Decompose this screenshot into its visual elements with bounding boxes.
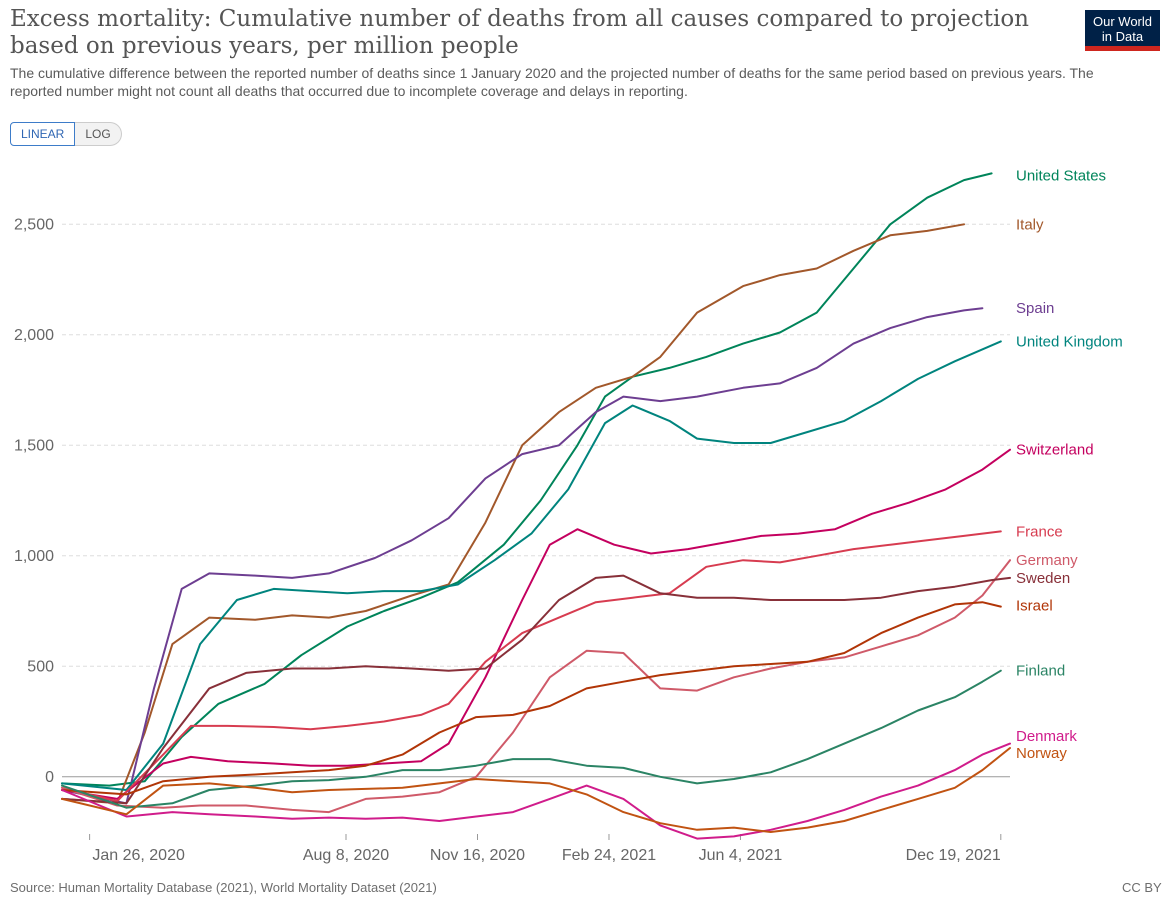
- series-line-spain[interactable]: [61, 307, 984, 805]
- series-label-finland[interactable]: Finland: [1016, 663, 1065, 680]
- license-note[interactable]: CC BY: [1122, 880, 1162, 895]
- series-label-switzerland[interactable]: Switzerland: [1016, 442, 1094, 459]
- owid-logo[interactable]: Our World in Data: [1085, 10, 1160, 51]
- series-label-israel[interactable]: Israel: [1016, 597, 1053, 614]
- x-tick-label: Jan 26, 2020: [92, 847, 185, 864]
- scale-toggle: LINEAR LOG: [10, 122, 122, 146]
- series-label-france[interactable]: France: [1016, 523, 1063, 540]
- series-line-france[interactable]: [61, 530, 1002, 803]
- y-tick-label: 1,500: [14, 437, 54, 454]
- chart-title: Excess mortality: Cumulative number of d…: [10, 6, 1029, 59]
- series-line-united-states[interactable]: [61, 172, 993, 787]
- series-line-italy[interactable]: [61, 223, 965, 805]
- series-label-united-kingdom[interactable]: United Kingdom: [1016, 333, 1123, 350]
- series-line-united-kingdom[interactable]: [61, 340, 1002, 791]
- series-label-sweden[interactable]: Sweden: [1016, 570, 1070, 587]
- source-note: Source: Human Mortality Database (2021),…: [10, 880, 437, 895]
- series-label-norway[interactable]: Norway: [1016, 745, 1067, 762]
- series-line-germany[interactable]: [61, 559, 1011, 814]
- x-tick-label: Nov 16, 2020: [430, 847, 525, 864]
- series-line-switzerland[interactable]: [61, 448, 1011, 800]
- series-label-spain[interactable]: Spain: [1016, 300, 1054, 317]
- series-line-norway[interactable]: [61, 747, 1011, 833]
- log-scale-button[interactable]: LOG: [75, 122, 122, 146]
- y-tick-label: 2,500: [14, 216, 54, 233]
- series-end-labels: United States Italy Spain United Kingdom Swi…: [1016, 168, 1123, 762]
- series-label-denmark[interactable]: Denmark: [1016, 728, 1077, 745]
- logo-line-2: in Data: [1101, 29, 1144, 44]
- series-line-finland[interactable]: [61, 669, 1002, 809]
- y-tick-label: 1,000: [14, 548, 54, 565]
- x-axis: Jan 26, 2020 Aug 8, 2020 Nov 16, 2020 Feb 2…: [89, 834, 1002, 864]
- series-label-germany[interactable]: Germany: [1016, 552, 1078, 569]
- x-tick-label: Jun 4, 2021: [699, 847, 783, 864]
- y-axis: 0 500 1,000 1,500 2,000 2,500: [14, 216, 54, 786]
- y-tick-label: 2,000: [14, 327, 54, 344]
- series-line-israel[interactable]: [61, 601, 1002, 796]
- series-label-united-states[interactable]: United States: [1016, 168, 1106, 185]
- linear-scale-button[interactable]: LINEAR: [10, 122, 76, 146]
- series-lines: [61, 172, 1011, 840]
- series-label-italy[interactable]: Italy: [1016, 216, 1044, 233]
- chart-subtitle: The cumulative difference between the re…: [10, 65, 1094, 99]
- logo-line-1: Our World: [1093, 14, 1152, 29]
- series-line-denmark[interactable]: [61, 742, 1011, 840]
- x-tick-label: Aug 8, 2020: [303, 847, 389, 864]
- x-tick-label: Dec 19, 2021: [906, 847, 1001, 864]
- y-tick-label: 0: [45, 769, 54, 786]
- x-tick-label: Feb 24, 2021: [562, 847, 656, 864]
- y-tick-label: 500: [27, 658, 54, 675]
- series-line-sweden[interactable]: [61, 574, 1011, 805]
